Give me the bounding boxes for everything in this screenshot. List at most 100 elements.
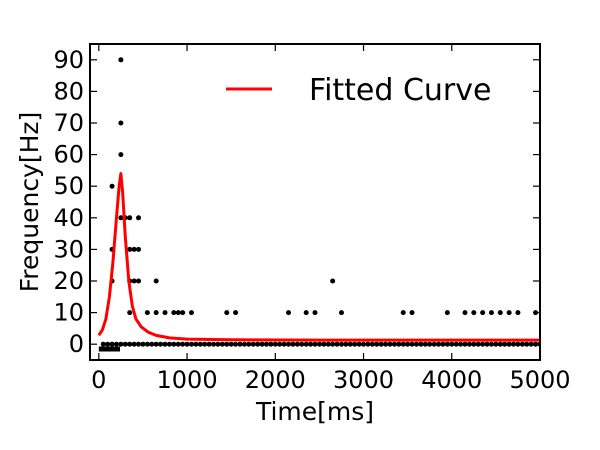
data-point [418, 341, 424, 347]
data-point [241, 341, 247, 347]
data-point [308, 341, 314, 347]
data-point [427, 341, 433, 347]
data-point [109, 341, 115, 347]
data-point [294, 341, 300, 347]
data-point [431, 341, 437, 347]
data-point [400, 310, 406, 316]
data-point [343, 341, 349, 347]
data-point [444, 310, 450, 316]
data-point [453, 341, 459, 347]
data-point [511, 341, 517, 347]
data-point [277, 341, 283, 347]
data-point [497, 341, 503, 347]
data-point [162, 341, 168, 347]
data-point [136, 246, 142, 252]
plot-frame [89, 43, 541, 361]
data-point [387, 341, 393, 347]
data-point [140, 341, 146, 347]
data-point [153, 310, 159, 316]
data-point [219, 341, 225, 347]
data-point [127, 341, 133, 347]
x-axis-label: Time[ms] [255, 397, 374, 426]
data-point [458, 341, 464, 347]
y-tick-label: 30 [53, 235, 84, 263]
data-point [127, 246, 133, 252]
x-tick-label: 1000 [157, 366, 218, 394]
data-point [118, 152, 124, 158]
data-point [299, 341, 305, 347]
data-point [484, 341, 490, 347]
data-point [211, 341, 217, 347]
data-point [422, 341, 428, 347]
data-point [506, 310, 512, 316]
data-point [233, 310, 239, 316]
data-point [206, 341, 212, 347]
data-point [480, 341, 486, 347]
data-point [136, 341, 142, 347]
data-point [105, 341, 111, 347]
data-point [347, 341, 353, 347]
data-point [224, 310, 230, 316]
data-point [488, 310, 494, 316]
data-point [312, 341, 318, 347]
y-tick-label: 10 [53, 299, 84, 327]
x-tick-label: 0 [91, 366, 106, 394]
y-tick-label: 90 [53, 46, 84, 74]
data-point [259, 341, 265, 347]
data-point [246, 341, 252, 347]
data-point [449, 341, 455, 347]
data-point [338, 341, 344, 347]
data-point [144, 310, 150, 316]
data-point [391, 341, 397, 347]
data-point [321, 341, 327, 347]
y-tick-label: 60 [53, 141, 84, 169]
data-point [215, 341, 221, 347]
plot-area [97, 57, 540, 352]
data-point [396, 341, 402, 347]
data-point [175, 310, 181, 316]
data-point [272, 341, 278, 347]
data-point [286, 310, 292, 316]
data-point [444, 341, 450, 347]
data-point [334, 341, 340, 347]
data-point [471, 310, 477, 316]
data-point [312, 310, 318, 316]
data-point [118, 341, 124, 347]
data-point [413, 341, 419, 347]
data-point [436, 341, 442, 347]
x-tick-label: 3000 [333, 366, 394, 394]
y-tick-label: 0 [69, 330, 84, 358]
data-point [369, 341, 375, 347]
data-point [153, 341, 159, 347]
data-point [519, 341, 525, 347]
data-point [136, 278, 142, 284]
data-point [180, 341, 186, 347]
data-point [409, 341, 415, 347]
plot-marks [97, 57, 540, 352]
data-point [488, 341, 494, 347]
data-point [338, 310, 344, 316]
data-point [100, 341, 106, 347]
x-tick-label: 2000 [245, 366, 306, 394]
data-point [233, 341, 239, 347]
data-point [502, 341, 508, 347]
data-point [122, 341, 128, 347]
data-point [330, 341, 336, 347]
axis-ticks: 0 1000 2000 3000 4000 5000 0 10 20 30 40 50 60 70 80 90 [53, 44, 571, 394]
y-tick-label: 80 [53, 77, 84, 105]
data-point [144, 341, 150, 347]
legend-label-fitted-curve: Fitted Curve [309, 73, 491, 108]
y-tick-label: 40 [53, 204, 84, 232]
data-point [175, 341, 181, 347]
data-point [250, 341, 256, 347]
data-point [224, 341, 230, 347]
data-point [118, 57, 124, 63]
data-point [325, 341, 331, 347]
data-point [365, 341, 371, 347]
data-point [149, 341, 155, 347]
data-point [171, 310, 177, 316]
y-tick-label: 70 [53, 109, 84, 137]
data-point [202, 341, 208, 347]
data-point [506, 341, 512, 347]
